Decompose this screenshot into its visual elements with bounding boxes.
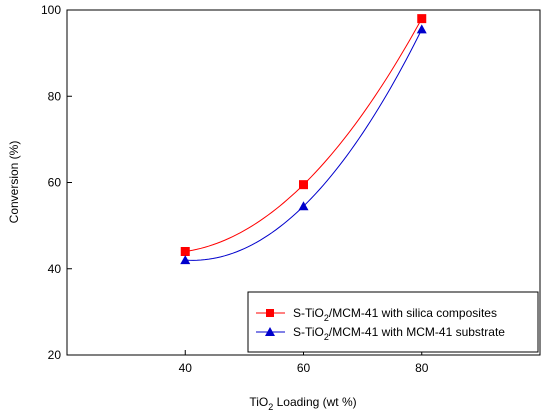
legend-marker-series-1	[266, 309, 274, 317]
x-tick-label: 40	[179, 361, 193, 375]
x-axis-ticks: 40 60 80	[179, 350, 429, 375]
series-lines	[185, 18, 423, 261]
legend-1-post: /MCM-41 with silica composites	[329, 306, 497, 320]
series-markers	[180, 14, 427, 265]
legend-label-series-1: S-TiO2/MCM-41 with silica composites	[293, 306, 497, 323]
legend-marker-series-2	[265, 327, 275, 336]
legend-2-sub: 2	[324, 332, 329, 342]
legend: S-TiO2/MCM-41 with silica composites S-T…	[247, 291, 539, 353]
legend-1-sub: 2	[324, 313, 329, 323]
y-axis-ticks: 20 40 60 80 100	[41, 3, 72, 362]
x-label-pre: TiO	[249, 395, 268, 409]
series-2-point	[180, 255, 191, 265]
y-tick-label: 60	[48, 176, 62, 190]
series-line-1	[185, 18, 423, 252]
legend-box	[247, 291, 539, 353]
y-tick-label: 20	[48, 348, 62, 362]
series-1-point	[180, 247, 190, 256]
series-1-point	[299, 180, 308, 190]
legend-1-pre: S-TiO	[293, 306, 324, 320]
series-2-point	[416, 24, 427, 34]
y-tick-label: 100	[41, 3, 61, 17]
series-2-point	[298, 201, 309, 211]
y-axis-label: Conversion (%)	[7, 141, 21, 224]
legend-2-post: /MCM-41 with MCM-41 substrate	[329, 325, 505, 339]
x-label-post: Loading (wt %)	[273, 395, 356, 409]
series-1-point	[417, 14, 427, 24]
legend-label-series-2: S-TiO2/MCM-41 with MCM-41 substrate	[293, 325, 505, 342]
x-tick-label: 80	[415, 361, 429, 375]
y-tick-label: 40	[48, 262, 62, 276]
x-axis-label: TiO2 Loading (wt %)	[249, 395, 356, 412]
legend-2-pre: S-TiO	[293, 325, 324, 339]
y-tick-label: 80	[48, 89, 62, 103]
x-tick-label: 60	[297, 361, 311, 375]
x-label-sub: 2	[268, 402, 273, 412]
series-line-2	[185, 29, 423, 261]
